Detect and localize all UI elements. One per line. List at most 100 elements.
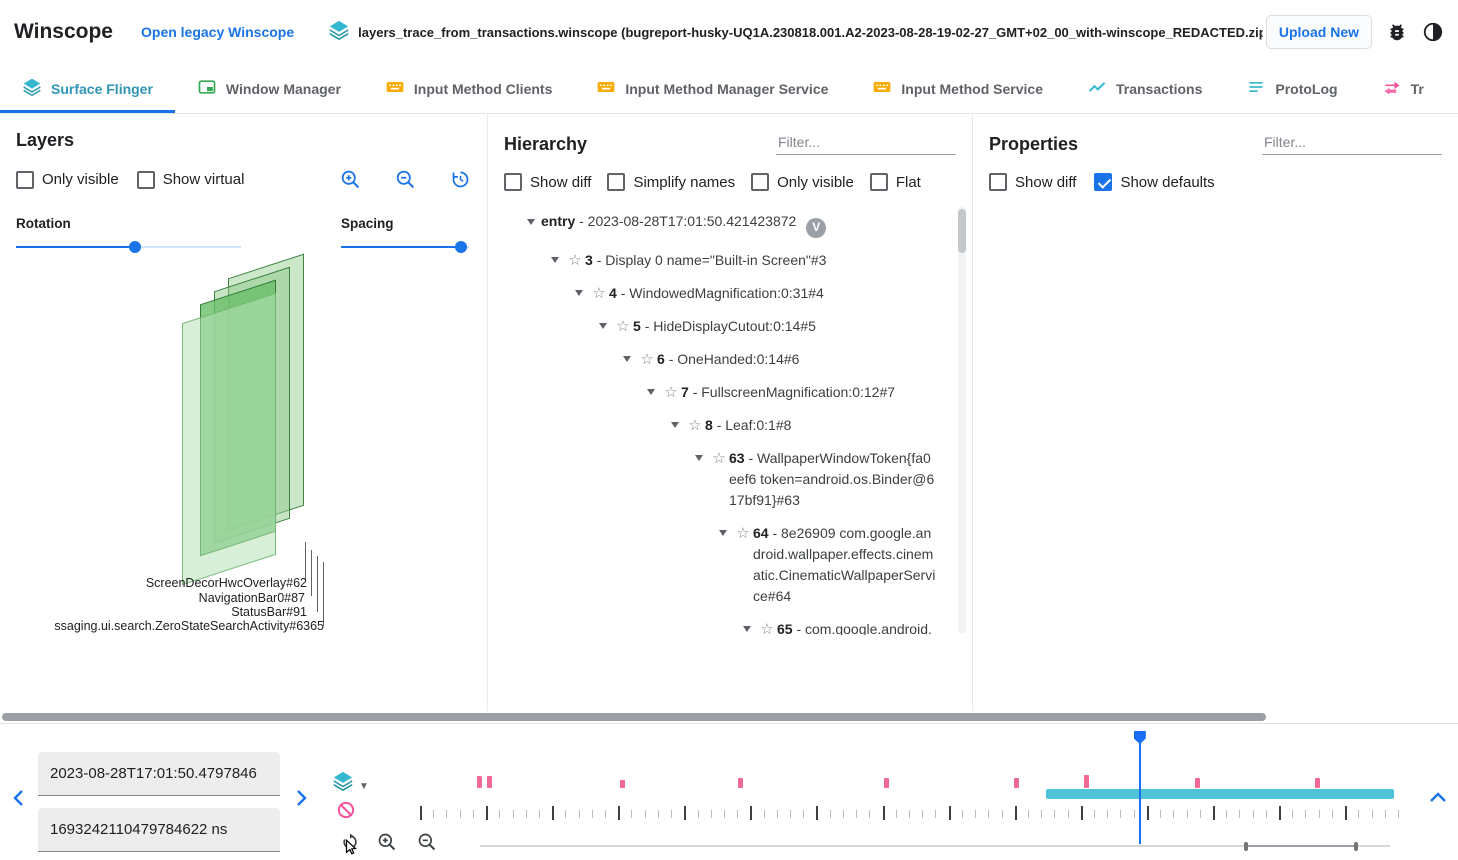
tab-input-method-service[interactable]: Input Method Service <box>850 64 1065 113</box>
tab-input-method-manager-service[interactable]: Input Method Manager Service <box>574 64 850 113</box>
hierarchy-filter-input[interactable] <box>776 130 956 155</box>
tree-node-entry[interactable]: entry - 2023-08-28T17:01:50.421423872 V <box>488 205 972 244</box>
scrollbar-thumb[interactable] <box>958 209 966 253</box>
star-icon[interactable]: ☆ <box>736 524 750 542</box>
expand-arrow-icon[interactable] <box>545 250 565 271</box>
zoom-in-icon[interactable] <box>340 169 361 190</box>
hierarchy-scrollbar[interactable] <box>958 207 966 633</box>
checkbox[interactable] <box>607 173 626 191</box>
expand-arrow-icon[interactable] <box>665 415 685 436</box>
tree-node[interactable]: ☆ 4 - WindowedMagnification:0:31#4 <box>488 277 972 310</box>
timeline-zoom-out-icon[interactable] <box>417 832 437 857</box>
slider-thumb[interactable] <box>129 241 142 253</box>
star-icon[interactable]: ☆ <box>616 317 630 335</box>
layer-rect[interactable] <box>182 292 276 586</box>
star-icon[interactable]: ☆ <box>760 620 774 636</box>
star-icon[interactable]: ☆ <box>640 350 654 368</box>
expand-timeline-button[interactable] <box>1424 784 1452 812</box>
cursor-handle[interactable] <box>1133 731 1146 744</box>
expand-arrow-icon[interactable] <box>641 382 661 403</box>
horizontal-scrollbar[interactable] <box>0 711 1458 723</box>
expand-arrow-icon[interactable] <box>569 283 589 304</box>
star-icon[interactable]: ☆ <box>688 416 702 434</box>
expand-arrow-icon[interactable] <box>617 349 637 370</box>
timeline-canvas[interactable] <box>420 731 1399 860</box>
trace-event-marker[interactable] <box>1084 775 1090 788</box>
timestamp-ns-input[interactable] <box>38 808 280 852</box>
tab-transactions[interactable]: Transactions <box>1065 64 1224 113</box>
timeline-cursor[interactable] <box>1133 731 1146 844</box>
tab-input-method-clients[interactable]: Input Method Clients <box>363 64 574 113</box>
star-icon[interactable]: ☆ <box>568 251 582 269</box>
scrollbar-thumb[interactable] <box>2 713 1266 721</box>
layers-3d-view[interactable]: ScreenDecorHwcOverlay#62 NavigationBar0#… <box>0 253 487 702</box>
show-defaults-checkbox[interactable]: Show defaults <box>1094 173 1215 191</box>
expand-arrow-icon[interactable] <box>521 211 541 232</box>
trace-event-marker[interactable] <box>883 778 889 788</box>
tab-transitions[interactable]: Tr <box>1360 64 1446 113</box>
show-diff-checkbox[interactable]: Show diff <box>989 173 1076 191</box>
simplify-names-checkbox[interactable]: Simplify names <box>607 173 735 191</box>
range-handle[interactable] <box>1244 841 1249 851</box>
trace-event-marker[interactable] <box>1013 778 1019 788</box>
reset-view-icon[interactable] <box>450 169 471 190</box>
slider-thumb[interactable] <box>455 241 468 253</box>
trace-event-marker[interactable] <box>737 778 743 788</box>
transition-blocked-icon[interactable] <box>336 800 356 825</box>
star-icon[interactable]: ☆ <box>592 284 606 302</box>
star-icon[interactable]: ☆ <box>664 383 678 401</box>
reset-zoom-icon[interactable] <box>340 832 360 857</box>
tree-node[interactable]: ☆ 6 - OneHanded:0:14#6 <box>488 343 972 376</box>
checkbox[interactable] <box>136 170 155 189</box>
checkbox[interactable] <box>16 170 34 189</box>
surface-flinger-trace-icon[interactable] <box>332 770 354 797</box>
selection-range[interactable] <box>1045 789 1395 799</box>
star-icon[interactable]: ☆ <box>712 449 726 467</box>
dark-mode-toggle-icon[interactable] <box>1422 21 1444 43</box>
tree-node[interactable]: ☆ 63 - WallpaperWindowToken{fa0eef6 toke… <box>488 442 972 517</box>
timeline-zoom-in-icon[interactable] <box>377 832 397 857</box>
expand-arrow-icon[interactable] <box>593 316 613 337</box>
trace-event-marker[interactable] <box>476 776 482 788</box>
only-visible-checkbox[interactable]: Only visible <box>751 173 854 191</box>
tab-protolog[interactable]: ProtoLog <box>1224 64 1359 113</box>
show-virtual-checkbox[interactable]: Show virtual <box>136 170 244 189</box>
expand-arrow-icon[interactable] <box>713 523 733 544</box>
next-entry-button[interactable] <box>286 784 314 812</box>
zoom-range-slider[interactable] <box>480 841 1390 851</box>
trace-event-marker[interactable] <box>1194 778 1200 788</box>
trace-dropdown-caret-icon[interactable]: ▼ <box>359 781 369 792</box>
range-handle[interactable] <box>1353 841 1358 851</box>
previous-entry-button[interactable] <box>6 784 34 812</box>
show-diff-checkbox[interactable]: Show diff <box>504 173 591 191</box>
trace-event-marker[interactable] <box>1314 778 1320 788</box>
report-bug-icon[interactable] <box>1386 21 1408 43</box>
tree-node[interactable]: ☆ 64 - 8e26909 com.google.android.wallpa… <box>488 517 972 613</box>
trace-event-marker[interactable] <box>620 780 626 788</box>
rotation-slider[interactable] <box>16 240 241 254</box>
tab-window-manager[interactable]: Window Manager <box>175 64 363 113</box>
only-visible-checkbox[interactable]: Only visible <box>16 170 119 189</box>
tree-node[interactable]: ☆ 65 - com.google.android.wallpaper.effe… <box>488 613 972 636</box>
tree-node[interactable]: ☆ 3 - Display 0 name="Built-in Screen"#3 <box>488 244 972 277</box>
upload-new-button[interactable]: Upload New <box>1265 15 1372 49</box>
tab-surface-flinger[interactable]: Surface Flinger <box>0 64 175 113</box>
flat-checkbox[interactable]: Flat <box>869 173 921 191</box>
checkbox[interactable] <box>504 173 522 191</box>
open-legacy-link[interactable]: Open legacy Winscope <box>141 24 295 40</box>
expand-arrow-icon[interactable] <box>689 448 709 469</box>
checkbox[interactable] <box>869 173 888 191</box>
tree-node[interactable]: ☆ 7 - FullscreenMagnification:0:12#7 <box>488 376 972 409</box>
expand-arrow-icon[interactable] <box>737 619 757 636</box>
checkbox[interactable] <box>989 173 1007 191</box>
zoom-range-segment[interactable] <box>1244 845 1354 847</box>
tree-node[interactable]: ☆ 5 - HideDisplayCutout:0:14#5 <box>488 310 972 343</box>
trace-event-marker[interactable] <box>487 776 493 788</box>
properties-filter-input[interactable] <box>1262 130 1442 155</box>
spacing-slider[interactable] <box>341 240 469 254</box>
checkbox[interactable] <box>1094 173 1113 191</box>
zoom-out-icon[interactable] <box>395 169 416 190</box>
timestamp-human-input[interactable] <box>38 752 280 796</box>
checkbox[interactable] <box>751 173 770 191</box>
tree-node[interactable]: ☆ 8 - Leaf:0:1#8 <box>488 409 972 442</box>
